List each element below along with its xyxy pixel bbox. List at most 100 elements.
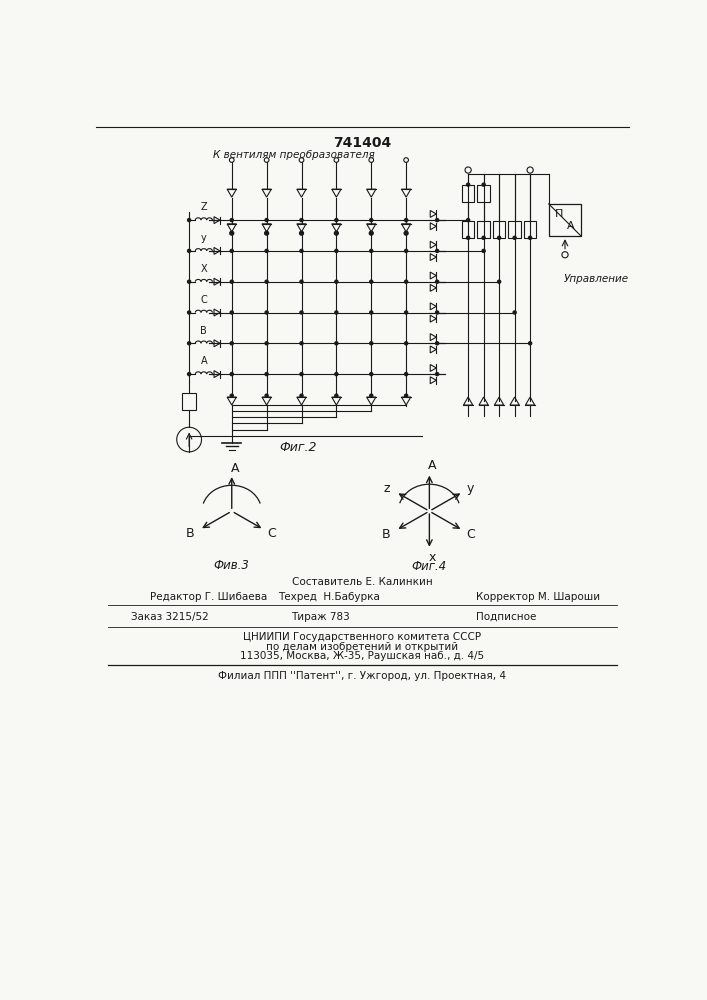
Text: ЦНИИПИ Государственного комитета СССР: ЦНИИПИ Государственного комитета СССР: [243, 632, 481, 642]
Circle shape: [498, 236, 501, 239]
Bar: [549, 204, 581, 236]
Text: К вентилям преобразователя: К вентилям преобразователя: [213, 150, 375, 160]
Circle shape: [335, 342, 338, 345]
Text: B: B: [201, 326, 207, 336]
Circle shape: [370, 311, 373, 314]
Circle shape: [230, 373, 233, 376]
Text: z: z: [383, 482, 390, 495]
Circle shape: [404, 249, 408, 252]
Circle shape: [404, 231, 408, 235]
Circle shape: [230, 219, 233, 222]
Circle shape: [187, 219, 191, 222]
Circle shape: [404, 311, 408, 314]
Circle shape: [436, 280, 438, 283]
Circle shape: [370, 249, 373, 252]
Circle shape: [335, 373, 338, 376]
Text: Техред  Н.Бабурка: Техред Н.Бабурка: [278, 592, 380, 602]
Text: B: B: [186, 527, 194, 540]
Circle shape: [369, 231, 373, 235]
Bar: [182, 393, 196, 410]
Circle shape: [370, 373, 373, 376]
Circle shape: [467, 236, 469, 239]
Bar: [462, 185, 474, 202]
Circle shape: [436, 342, 438, 345]
Circle shape: [513, 311, 516, 314]
Circle shape: [404, 373, 408, 376]
Text: А: А: [568, 221, 575, 231]
Circle shape: [335, 394, 338, 397]
Text: Составитель Е. Калинкин: Составитель Е. Калинкин: [291, 577, 432, 587]
Text: C: C: [267, 527, 276, 540]
Text: y: y: [201, 233, 206, 243]
Text: Корректор М. Шароши: Корректор М. Шароши: [476, 592, 600, 602]
Circle shape: [436, 219, 438, 222]
Circle shape: [436, 249, 438, 252]
Text: Редактор Г. Шибаева: Редактор Г. Шибаева: [151, 592, 268, 602]
Text: Фиг.2: Фиг.2: [279, 441, 316, 454]
Circle shape: [335, 311, 338, 314]
Circle shape: [230, 342, 233, 345]
Circle shape: [265, 219, 268, 222]
Circle shape: [529, 236, 532, 239]
Circle shape: [230, 249, 233, 252]
Circle shape: [300, 373, 303, 376]
Circle shape: [187, 249, 191, 252]
Text: 113035, Москва, Ж-35, Раушская наб., д. 4/5: 113035, Москва, Ж-35, Раушская наб., д. …: [240, 651, 484, 661]
Circle shape: [334, 231, 339, 235]
Text: C: C: [201, 295, 207, 305]
Text: 741404: 741404: [333, 136, 391, 150]
Circle shape: [265, 311, 268, 314]
Bar: [477, 185, 490, 202]
Circle shape: [300, 219, 303, 222]
Circle shape: [300, 311, 303, 314]
Circle shape: [482, 236, 485, 239]
Circle shape: [482, 249, 485, 252]
Circle shape: [230, 311, 233, 314]
Circle shape: [187, 280, 191, 283]
Circle shape: [300, 231, 303, 235]
Text: Фиг.4: Фиг.4: [411, 560, 447, 573]
Bar: [524, 221, 537, 238]
Circle shape: [187, 373, 191, 376]
Circle shape: [265, 280, 268, 283]
Circle shape: [300, 342, 303, 345]
Text: П: П: [554, 209, 563, 219]
Circle shape: [370, 394, 373, 397]
Circle shape: [187, 311, 191, 314]
Circle shape: [265, 342, 268, 345]
Circle shape: [404, 219, 408, 222]
Text: Фив.3: Фив.3: [214, 559, 250, 572]
Text: A: A: [428, 459, 437, 472]
Text: A: A: [201, 356, 207, 366]
Circle shape: [230, 280, 233, 283]
Bar: [508, 221, 521, 238]
Circle shape: [300, 249, 303, 252]
Circle shape: [264, 231, 269, 235]
Circle shape: [335, 249, 338, 252]
Bar: [477, 221, 490, 238]
Text: Заказ 3215/52: Заказ 3215/52: [131, 612, 209, 622]
Text: B: B: [382, 528, 391, 541]
Circle shape: [300, 394, 303, 397]
Circle shape: [467, 183, 469, 186]
Text: x: x: [428, 551, 436, 564]
Text: A: A: [230, 462, 239, 475]
Circle shape: [404, 280, 408, 283]
Circle shape: [370, 280, 373, 283]
Circle shape: [335, 219, 338, 222]
Circle shape: [404, 394, 408, 397]
Text: C: C: [467, 528, 475, 541]
Circle shape: [436, 373, 438, 376]
Text: Подписное: Подписное: [476, 612, 536, 622]
Bar: [493, 221, 506, 238]
Circle shape: [230, 231, 234, 235]
Circle shape: [513, 236, 516, 239]
Circle shape: [529, 342, 532, 345]
Circle shape: [300, 280, 303, 283]
Circle shape: [335, 280, 338, 283]
Bar: [462, 221, 474, 238]
Text: Филиал ППП ''Патент'', г. Ужгород, ул. Проектная, 4: Филиал ППП ''Патент'', г. Ужгород, ул. П…: [218, 671, 506, 681]
Text: Управление: Управление: [563, 274, 629, 284]
Text: y: y: [467, 482, 474, 495]
Circle shape: [436, 311, 438, 314]
